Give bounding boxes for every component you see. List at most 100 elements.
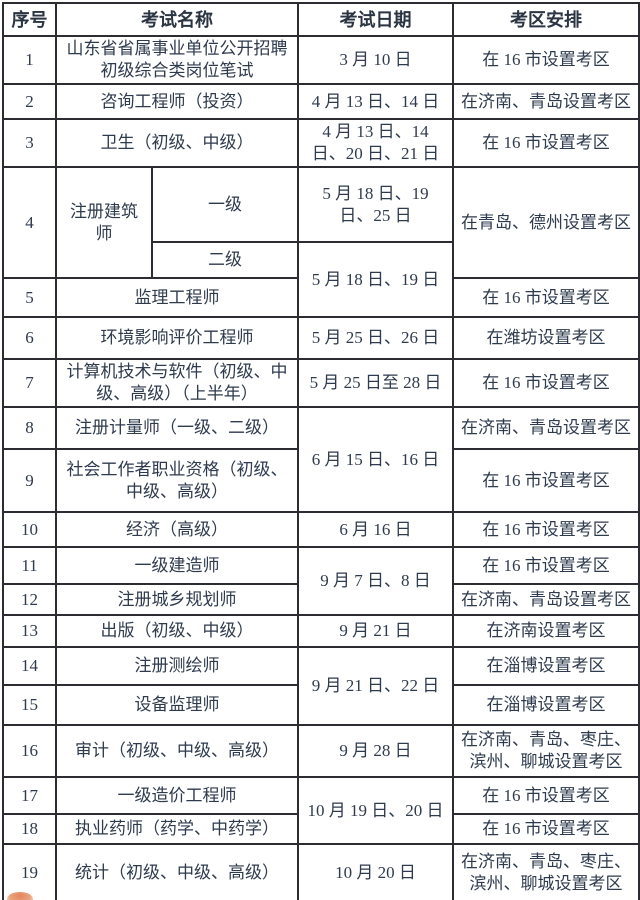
row-number-cell: 6 bbox=[2, 316, 57, 360]
exam-region-cell: 在济南、青岛、枣庄、滨州、聊城设置考区 bbox=[452, 724, 640, 778]
header-exam-date: 考试日期 bbox=[297, 2, 454, 37]
exam-name-cell: 注册测绘师 bbox=[55, 646, 299, 686]
exam-region-cell: 在济南、青岛设置考区 bbox=[452, 83, 640, 120]
table-row: 二级 5 月 18 日、19 日 bbox=[3, 241, 639, 318]
exam-date-cell: 9 月 21 日 bbox=[297, 614, 454, 648]
table-row: 3 卫生（初级、中级） 4 月 13 日、14 日、20 日、21 日 在 16… bbox=[2, 118, 640, 168]
exam-name-cell: 环境影响评价工程师 bbox=[55, 316, 299, 360]
table-row: 8 注册计量师（一级、二级） 6 月 15 日、16 日 在济南、青岛设置考区 bbox=[2, 406, 640, 513]
exam-date-cell: 5 月 18 日、19 日、25 日 bbox=[297, 166, 454, 243]
exam-name-cell: 出版（初级、中级） bbox=[55, 614, 299, 648]
watermark-fragment bbox=[7, 892, 33, 900]
exam-date-cell: 4 月 13 日、14 日 bbox=[297, 83, 454, 120]
exam-name-cell: 注册建筑师 bbox=[55, 166, 153, 279]
exam-region-cell: 在济南、青岛、枣庄、滨州、聊城设置考区 bbox=[452, 843, 640, 900]
row-number-cell: 16 bbox=[2, 724, 57, 778]
exam-region-cell: 在 16 市设置考区 bbox=[452, 448, 640, 513]
exam-name-cell: 注册计量师（一级、二级） bbox=[55, 406, 299, 450]
exam-region-cell: 在淄博设置考区 bbox=[452, 684, 640, 726]
table-row: 4 注册建筑师 一级 5 月 18 日、19 日、25 日 在青岛、德州设置考区 bbox=[2, 166, 640, 279]
header-exam-name: 考试名称 bbox=[55, 2, 299, 37]
exam-region-cell: 在淄博设置考区 bbox=[452, 646, 640, 686]
exam-date-cell: 9 月 28 日 bbox=[297, 724, 454, 778]
header-exam-region: 考区安排 bbox=[452, 2, 640, 37]
row-number-cell: 9 bbox=[2, 448, 57, 513]
header-no: 序号 bbox=[2, 2, 57, 37]
row-number-cell: 1 bbox=[2, 35, 57, 85]
exam-name-cell: 统计（初级、中级、高级） bbox=[55, 843, 299, 900]
exam-name-cell: 计算机技术与软件（初级、中级、高级）（上半年） bbox=[55, 358, 299, 408]
table-row: 19 统计（初级、中级、高级） 10 月 20 日 在济南、青岛、枣庄、滨州、聊… bbox=[2, 843, 640, 900]
exam-region-cell: 在 16 市设置考区 bbox=[452, 776, 640, 815]
table-row: 5 监理工程师 在 16 市设置考区 bbox=[2, 277, 640, 318]
table-row: 7 计算机技术与软件（初级、中级、高级）（上半年） 5 月 25 日至 28 日… bbox=[2, 358, 640, 408]
table-row: 12 注册城乡规划师 在济南、青岛设置考区 bbox=[2, 583, 640, 616]
exam-date-cell: 5 月 18 日、19 日 bbox=[297, 241, 454, 318]
exam-region-cell: 在 16 市设置考区 bbox=[452, 546, 640, 585]
table-row: 16 审计（初级、中级、高级） 9 月 28 日 在济南、青岛、枣庄、滨州、聊城… bbox=[2, 724, 640, 778]
exam-subname-cell: 一级 bbox=[151, 166, 299, 243]
exam-date-cell: 6 月 15 日、16 日 bbox=[297, 406, 454, 513]
exam-region-cell: 在潍坊设置考区 bbox=[452, 316, 640, 360]
exam-date-cell: 3 月 10 日 bbox=[297, 35, 454, 85]
exam-name-cell: 咨询工程师（投资） bbox=[55, 83, 299, 120]
table-row: 15 设备监理师 在淄博设置考区 bbox=[2, 684, 640, 726]
row-number-cell: 12 bbox=[2, 583, 57, 616]
exam-date-cell: 9 月 7 日、8 日 bbox=[297, 546, 454, 616]
exam-name-cell: 社会工作者职业资格（初级、中级、高级） bbox=[55, 448, 299, 513]
exam-region-cell: 在 16 市设置考区 bbox=[452, 511, 640, 548]
exam-subname-cell: 二级 bbox=[151, 241, 299, 279]
row-number-cell: 11 bbox=[2, 546, 57, 585]
exam-date-cell: 5 月 25 日、26 日 bbox=[297, 316, 454, 360]
exam-date-cell: 9 月 21 日、22 日 bbox=[297, 646, 454, 726]
exam-name-cell: 执业药师（药学、中药学） bbox=[55, 813, 299, 845]
row-number-cell: 13 bbox=[2, 614, 57, 648]
row-number-cell: 17 bbox=[2, 776, 57, 815]
row-number-cell: 7 bbox=[2, 358, 57, 408]
table-row: 6 环境影响评价工程师 5 月 25 日、26 日 在潍坊设置考区 bbox=[2, 316, 640, 360]
row-number-cell: 2 bbox=[2, 83, 57, 120]
row-number-cell: 15 bbox=[2, 684, 57, 726]
row-number-cell: 5 bbox=[2, 277, 57, 318]
exam-name-cell: 山东省省属事业单位公开招聘初级综合类岗位笔试 bbox=[55, 35, 299, 85]
row-number-cell: 14 bbox=[2, 646, 57, 686]
exam-region-cell: 在济南设置考区 bbox=[452, 614, 640, 648]
exam-region-cell: 在济南、青岛设置考区 bbox=[452, 583, 640, 616]
exam-region-cell: 在 16 市设置考区 bbox=[452, 358, 640, 408]
exam-region-cell: 在济南、青岛设置考区 bbox=[452, 406, 640, 450]
exam-name-cell: 一级造价工程师 bbox=[55, 776, 299, 815]
table-row: 11 一级建造师 9 月 7 日、8 日 在 16 市设置考区 bbox=[2, 546, 640, 616]
exam-name-cell: 监理工程师 bbox=[55, 277, 299, 318]
exam-date-cell: 10 月 20 日 bbox=[297, 843, 454, 900]
exam-region-cell: 在青岛、德州设置考区 bbox=[452, 166, 640, 279]
exam-date-cell: 4 月 13 日、14 日、20 日、21 日 bbox=[297, 118, 454, 168]
exam-name-cell: 经济（高级） bbox=[55, 511, 299, 548]
exam-name-cell: 设备监理师 bbox=[55, 684, 299, 726]
row-number-cell: 19 bbox=[2, 843, 57, 900]
exam-name-cell: 注册城乡规划师 bbox=[55, 583, 299, 616]
row-number-cell: 18 bbox=[2, 813, 57, 845]
exam-region-cell: 在 16 市设置考区 bbox=[452, 277, 640, 318]
exam-name-cell: 审计（初级、中级、高级） bbox=[55, 724, 299, 778]
row-number-cell: 4 bbox=[2, 166, 57, 279]
table-row: 13 出版（初级、中级） 9 月 21 日 在济南设置考区 bbox=[2, 614, 640, 648]
exam-region-cell: 在 16 市设置考区 bbox=[452, 813, 640, 845]
exam-region-cell: 在 16 市设置考区 bbox=[452, 35, 640, 85]
row-number-cell: 3 bbox=[2, 118, 57, 168]
table-row: 18 执业药师（药学、中药学） 在 16 市设置考区 bbox=[2, 813, 640, 845]
exam-date-cell: 6 月 16 日 bbox=[297, 511, 454, 548]
row-number-cell: 10 bbox=[2, 511, 57, 548]
exam-date-cell: 5 月 25 日至 28 日 bbox=[297, 358, 454, 408]
exam-region-cell: 在 16 市设置考区 bbox=[452, 118, 640, 168]
table-row: 1 山东省省属事业单位公开招聘初级综合类岗位笔试 3 月 10 日 在 16 市… bbox=[2, 35, 640, 85]
exam-name-cell: 一级建造师 bbox=[55, 546, 299, 585]
header-row: 序号 考试名称 考试日期 考区安排 bbox=[2, 2, 640, 37]
table-row: 2 咨询工程师（投资） 4 月 13 日、14 日 在济南、青岛设置考区 bbox=[2, 83, 640, 120]
table-row: 17 一级造价工程师 10 月 19 日、20 日 在 16 市设置考区 bbox=[2, 776, 640, 845]
row-number-cell: 8 bbox=[2, 406, 57, 450]
table-row: 10 经济（高级） 6 月 16 日 在 16 市设置考区 bbox=[2, 511, 640, 548]
table-row: 14 注册测绘师 9 月 21 日、22 日 在淄博设置考区 bbox=[2, 646, 640, 726]
table-row: 9 社会工作者职业资格（初级、中级、高级） 在 16 市设置考区 bbox=[2, 448, 640, 513]
